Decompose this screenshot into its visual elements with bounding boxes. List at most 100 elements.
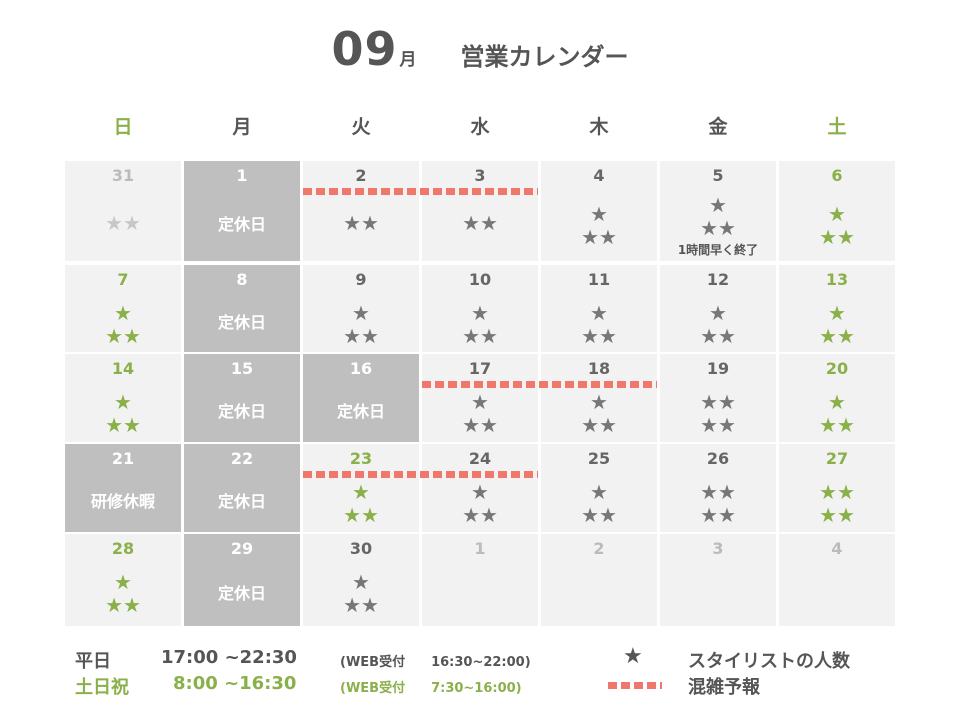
day-number: 10 (468, 270, 492, 289)
day-number: 2 (355, 166, 367, 185)
stylist-stars-icon: ★★ (105, 413, 141, 437)
day-number: 18 (587, 359, 611, 378)
calendar-title: 09 月 営業カレンダー (0, 22, 960, 82)
day-number: 31 (111, 166, 135, 185)
weekday-header-row: 日月火水木金土 (65, 112, 897, 142)
day-number: 4 (831, 539, 843, 558)
holiday-hours: 8:00 ~16:30 (173, 673, 297, 694)
day-cell: 6 ★ ★★ (779, 161, 895, 261)
stylist-stars-icon: ★★ (819, 503, 855, 527)
stylist-stars-icon: ★★ (700, 503, 736, 527)
weekday-4: 木 (589, 116, 609, 138)
day-cell: 28 ★ ★★ (65, 534, 181, 626)
month-number: 09 (331, 22, 398, 76)
stylist-stars-icon: ★ (590, 301, 608, 325)
day-number: 5 (712, 166, 724, 185)
stylist-stars-icon: ★ (114, 390, 132, 414)
day-number: 28 (111, 539, 135, 558)
day-cell: 9 ★ ★★ (303, 265, 419, 352)
day-number: 3 (712, 539, 724, 558)
stylist-stars-icon: ★★ (105, 324, 141, 348)
day-number: 25 (587, 449, 611, 468)
weekday-label: 平日 (75, 651, 111, 672)
stylist-stars-icon: ★ (352, 480, 370, 504)
day-number: 27 (825, 449, 849, 468)
day-cell: 8 定休日 (184, 265, 300, 352)
day-number: 1 (474, 539, 486, 558)
stylist-stars-icon: ★★ (700, 324, 736, 348)
stylist-stars-icon: ★★ (343, 324, 379, 348)
closed-label: 研修休暇 (90, 492, 155, 511)
closed-label: 定休日 (217, 402, 266, 421)
day-cell: 17 ★ ★★ (422, 354, 538, 442)
stylist-stars-icon: ★★ (343, 503, 379, 527)
day-cell: 12 ★ ★★ (660, 265, 776, 352)
stylist-stars-icon: ★ (471, 480, 489, 504)
stylist-stars-icon: ★ (114, 301, 132, 325)
day-cell: 4 ★ ★★ (541, 161, 657, 261)
day-note: 1時間早く終了 (677, 243, 759, 257)
holiday-web-hours: (WEB受付 7:30~16:00) (340, 681, 522, 696)
day-number: 24 (468, 449, 492, 468)
day-cell: 30 ★ ★★ (303, 534, 419, 626)
stylist-stars-icon: ★ (709, 301, 727, 325)
day-cell: 1 定休日 (184, 161, 300, 261)
day-cell: 2 ★★ (303, 161, 419, 261)
stylist-stars-icon: ★★ (462, 211, 498, 235)
stylist-stars-icon: ★★ (462, 503, 498, 527)
busy-forecast-line (303, 188, 538, 195)
weekday-hours: 17:00 ~22:30 (161, 647, 297, 668)
stylist-stars-icon: ★★ (581, 503, 617, 527)
stylist-stars-icon: ★ (590, 480, 608, 504)
day-cell: 22 定休日 (184, 444, 300, 532)
day-cell: 24 ★ ★★ (422, 444, 538, 532)
day-cell: 15 定休日 (184, 354, 300, 442)
stylist-stars-icon: ★ (590, 202, 608, 226)
day-cell: 14 ★ ★★ (65, 354, 181, 442)
stylist-stars-icon: ★★ (462, 413, 498, 437)
stylist-stars-icon: ★★ (343, 593, 379, 617)
stylist-stars-icon: ★ (828, 202, 846, 226)
day-cell: 26 ★★ ★★ (660, 444, 776, 532)
day-number: 3 (474, 166, 486, 185)
day-number: 23 (349, 449, 373, 468)
stylist-stars-icon: ★ (828, 390, 846, 414)
legend-busy-label: 混雑予報 (688, 677, 760, 698)
closed-label: 定休日 (217, 215, 266, 234)
day-number: 26 (706, 449, 730, 468)
stylist-stars-icon: ★ (828, 301, 846, 325)
day-number: 2 (593, 539, 605, 558)
day-cell: 3 ★★ (422, 161, 538, 261)
day-number: 15 (230, 359, 254, 378)
stylist-stars-icon: ★★ (105, 593, 141, 617)
day-cell: 2 (541, 534, 657, 626)
stylist-stars-icon: ★ (352, 301, 370, 325)
day-cell: 7 ★ ★★ (65, 265, 181, 352)
stylist-stars-icon: ★★ (581, 413, 617, 437)
closed-label: 定休日 (217, 584, 266, 603)
day-cell: 18 ★ ★★ (541, 354, 657, 442)
weekday-web-hours: (WEB受付 16:30~22:00) (340, 655, 531, 670)
weekday-6: 土 (827, 116, 847, 138)
day-number: 30 (349, 539, 373, 558)
legend-star-icon: ★ (623, 644, 643, 669)
day-number: 20 (825, 359, 849, 378)
weekday-0: 日 (113, 116, 133, 138)
closed-label: 定休日 (217, 313, 266, 332)
day-number: 1 (236, 166, 248, 185)
weekday-1: 月 (232, 116, 252, 138)
day-cell: 11 ★ ★★ (541, 265, 657, 352)
day-number: 6 (831, 166, 843, 185)
stylist-stars-icon: ★★ (819, 225, 855, 249)
stylist-stars-icon: ★★ (581, 324, 617, 348)
stylist-stars-icon: ★★ (105, 211, 141, 235)
stylist-stars-icon: ★★ (819, 324, 855, 348)
stylist-stars-icon: ★ (471, 301, 489, 325)
day-number: 19 (706, 359, 730, 378)
busy-forecast-line (422, 381, 657, 388)
day-number: 17 (468, 359, 492, 378)
day-cell: 23 ★ ★★ (303, 444, 419, 532)
day-number: 8 (236, 270, 248, 289)
day-number: 21 (111, 449, 135, 468)
footer-info: 平日 17:00 ~22:30 (WEB受付 16:30~22:00) 土日祝 … (75, 644, 895, 705)
